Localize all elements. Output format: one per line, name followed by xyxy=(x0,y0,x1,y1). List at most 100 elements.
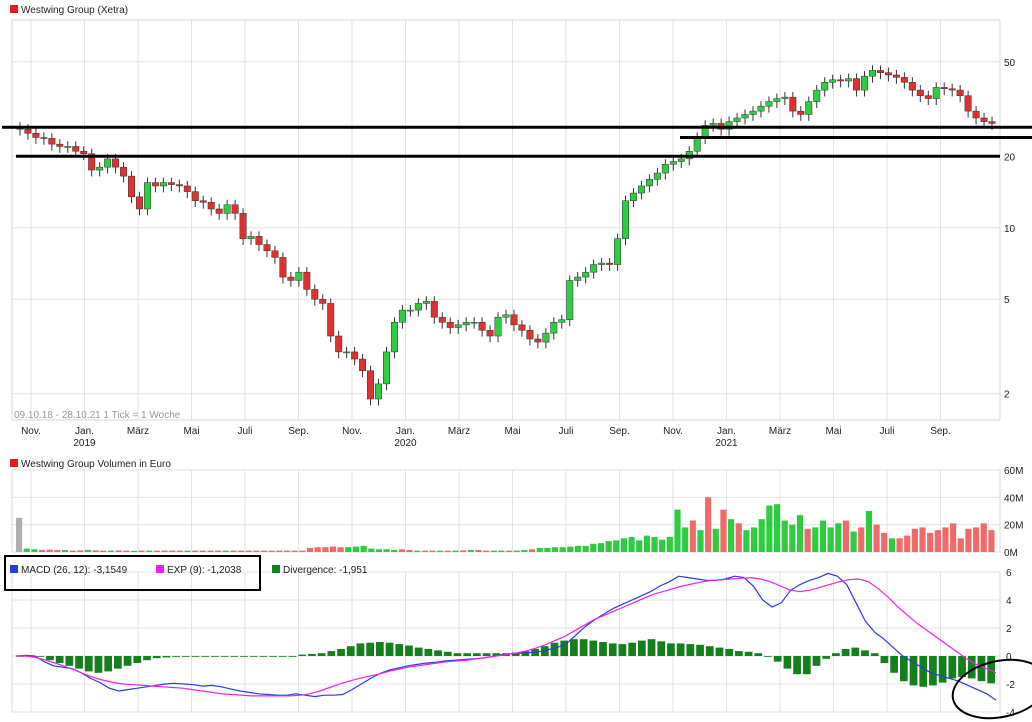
divergence-bar xyxy=(65,656,74,666)
candle xyxy=(486,330,494,337)
volume-bar xyxy=(184,550,191,552)
volume-bar xyxy=(819,520,827,552)
divergence-bar xyxy=(715,647,724,656)
volume-bar xyxy=(804,528,811,552)
volume-bar xyxy=(988,530,995,552)
divergence-bar xyxy=(366,642,375,656)
candle xyxy=(40,137,48,139)
candle xyxy=(327,303,335,337)
volume-bar xyxy=(689,520,696,552)
divergence-bar xyxy=(492,653,501,656)
candle xyxy=(80,151,88,154)
volume-bar xyxy=(421,550,428,552)
candle xyxy=(845,78,853,82)
divergence-bar xyxy=(599,642,607,656)
volume-bar xyxy=(973,527,980,552)
divergence-bar xyxy=(298,654,307,656)
volume-bar xyxy=(299,550,306,552)
volume-bar xyxy=(835,523,842,552)
macd-y-tick: 6 xyxy=(1006,568,1012,579)
x-tick-label: März xyxy=(769,426,791,437)
volume-bar xyxy=(904,535,911,552)
volume-bar xyxy=(743,530,750,552)
candle xyxy=(183,185,191,192)
volume-y-tick: 0M xyxy=(1004,548,1018,559)
volume-bar xyxy=(176,550,183,552)
candle xyxy=(319,298,327,304)
candle xyxy=(876,70,884,73)
divergence-bar xyxy=(114,656,122,669)
volume-bar xyxy=(582,545,589,552)
candle xyxy=(167,182,175,185)
candle xyxy=(223,204,231,214)
volume-bar xyxy=(536,547,543,552)
divergence-bar xyxy=(647,639,656,656)
volume-bar xyxy=(475,549,482,552)
candle xyxy=(972,110,980,119)
x-tick-label: Juli xyxy=(879,426,894,437)
volume-bar xyxy=(444,550,451,552)
candle xyxy=(829,79,837,83)
candle xyxy=(948,88,956,91)
candle xyxy=(550,321,558,334)
candle xyxy=(924,95,932,99)
x-tick-label: Sep. xyxy=(930,426,951,437)
candle xyxy=(159,182,167,187)
volume-bar xyxy=(391,549,398,552)
candle xyxy=(96,166,104,171)
divergence-bar xyxy=(570,639,578,656)
candle xyxy=(869,70,876,77)
divergence-bar xyxy=(977,656,986,682)
volume-bar xyxy=(169,550,176,552)
divergence-bar xyxy=(376,642,384,656)
volume-bar xyxy=(92,550,99,552)
candle xyxy=(271,250,279,258)
divergence-bar xyxy=(308,653,316,656)
volume-bar xyxy=(674,509,681,552)
divergence-bar xyxy=(172,656,180,657)
volume-bar xyxy=(521,549,528,552)
price-y-tick: 5 xyxy=(1004,295,1010,306)
candle xyxy=(104,158,112,168)
volume-bar xyxy=(230,550,237,552)
divergence-bar xyxy=(987,656,995,684)
divergence-bar xyxy=(686,644,695,656)
candle xyxy=(757,105,765,112)
volume-bar xyxy=(84,549,92,552)
candle xyxy=(231,204,239,214)
volume-bar xyxy=(597,543,605,552)
candle xyxy=(558,319,566,323)
volume-bar xyxy=(253,550,260,552)
divergence-bar xyxy=(46,656,54,661)
volume-bar xyxy=(827,527,834,552)
x-tick-label: März xyxy=(448,426,470,437)
volume-bar xyxy=(942,527,949,552)
volume-bar xyxy=(980,523,987,552)
x-tick-label: Jan. xyxy=(75,426,94,437)
volume-bar xyxy=(291,550,298,552)
divergence-bar xyxy=(764,656,772,657)
volume-bar xyxy=(559,547,566,552)
volume-bar xyxy=(934,530,941,552)
volume-bar xyxy=(528,549,536,552)
volume-bar xyxy=(192,550,199,552)
divergence-bar xyxy=(288,656,297,657)
candle xyxy=(582,271,590,278)
volume-bar xyxy=(551,547,559,552)
candle xyxy=(383,351,390,385)
divergence-bar xyxy=(540,646,549,656)
volume-bar xyxy=(842,520,850,552)
candle xyxy=(343,351,351,354)
x-tick-label: Jan. xyxy=(396,426,415,437)
candle xyxy=(199,200,207,203)
candle xyxy=(542,332,550,343)
x-tick-label: Mai xyxy=(183,426,199,437)
candle xyxy=(669,161,677,165)
divergence-bar xyxy=(870,653,879,656)
candle xyxy=(510,314,518,326)
volume-bar xyxy=(222,550,229,552)
candle xyxy=(56,143,64,147)
divergence-bar xyxy=(735,651,743,656)
candle xyxy=(239,213,247,239)
legend-highlight-box xyxy=(4,555,261,591)
